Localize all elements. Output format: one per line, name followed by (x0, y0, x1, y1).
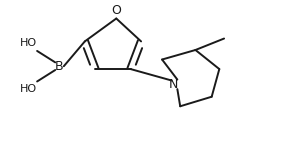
Text: HO: HO (20, 38, 37, 48)
Text: N: N (169, 78, 178, 91)
Text: O: O (111, 4, 121, 17)
Text: HO: HO (20, 84, 37, 94)
Text: B: B (55, 60, 63, 73)
